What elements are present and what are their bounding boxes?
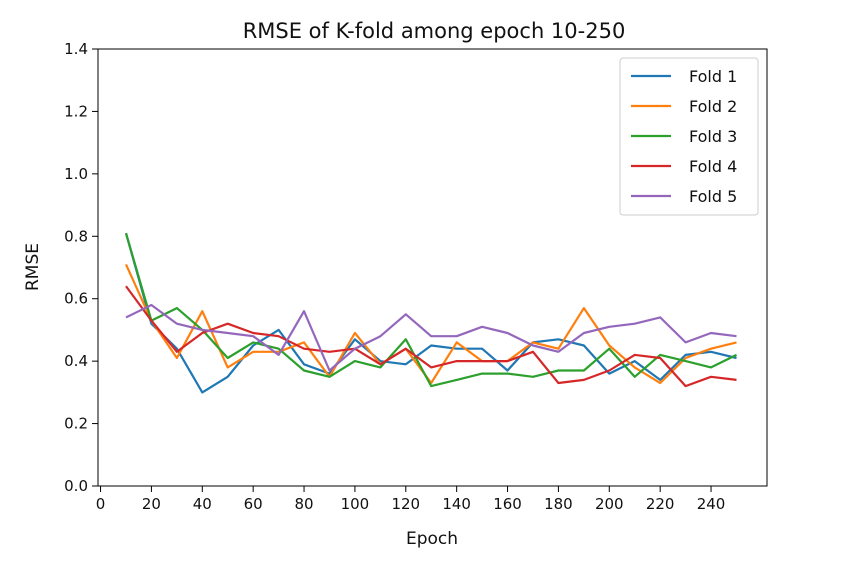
chart-title: RMSE of K-fold among epoch 10-250	[243, 19, 626, 43]
y-tick-label: 0.0	[64, 477, 88, 495]
series-line-fold-4	[125, 285, 737, 388]
legend: Fold 1 Fold 2 Fold 3 Fold 4 Fold 5	[619, 57, 759, 216]
x-tick-label: 40	[193, 495, 212, 513]
y-tick-label: 0.4	[64, 352, 88, 370]
series-line-fold-3	[124, 232, 737, 388]
y-tick-label: 0.6	[64, 290, 88, 308]
axes-frame	[97, 48, 768, 487]
plot-area	[124, 232, 737, 394]
legend-label-fold-5: Fold 5	[689, 187, 737, 206]
x-tick-label: 80	[294, 495, 313, 513]
legend-label-fold-4: Fold 4	[689, 157, 737, 176]
legend-label-fold-3: Fold 3	[689, 127, 737, 146]
x-tick-label: 20	[142, 495, 161, 513]
x-tick-label: 100	[341, 495, 370, 513]
legend-label-fold-2: Fold 2	[689, 97, 737, 116]
y-tick-label: 1.2	[64, 102, 88, 120]
legend-label-fold-1: Fold 1	[689, 67, 737, 86]
y-tick-label: 1.4	[64, 40, 88, 58]
x-tick-label: 160	[493, 495, 522, 513]
y-axis: 0.0 0.2 0.4 0.6 0.8 1.0 1.2 1.4	[64, 40, 98, 495]
x-axis: 0 20 40 60 80 100 120 140 160 180 200 220 240	[96, 486, 726, 513]
x-tick-label: 140	[442, 495, 471, 513]
x-axis-label: Epoch	[406, 529, 458, 549]
series-line-fold-2	[124, 263, 737, 385]
series-line-fold-5	[125, 303, 737, 372]
y-tick-label: 0.2	[64, 415, 88, 433]
x-tick-label: 180	[544, 495, 573, 513]
y-axis-label: RMSE	[23, 243, 43, 291]
x-tick-label: 200	[595, 495, 624, 513]
x-tick-label: 240	[697, 495, 726, 513]
legend-box	[619, 57, 759, 216]
y-tick-label: 1.0	[64, 165, 88, 183]
x-tick-label: 120	[391, 495, 420, 513]
y-tick-label: 0.8	[64, 227, 88, 245]
x-tick-label: 0	[96, 495, 106, 513]
x-tick-label: 60	[244, 495, 263, 513]
x-tick-label: 220	[646, 495, 675, 513]
series-line-fold-1	[124, 232, 737, 394]
